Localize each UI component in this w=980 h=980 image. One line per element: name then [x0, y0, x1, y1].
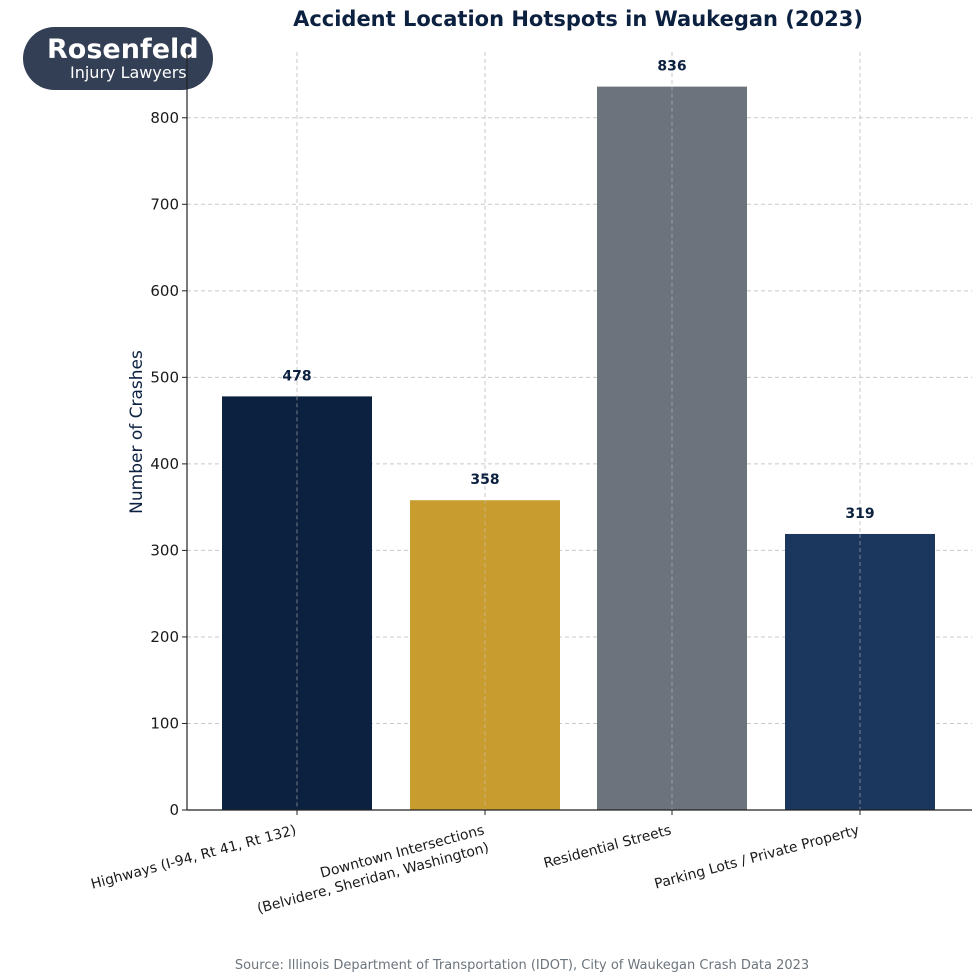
x-category-line: Highways (I-94, Rt 41, Rt 132)	[89, 822, 298, 892]
bar	[785, 533, 935, 810]
y-tick-label: 800	[150, 109, 179, 127]
bars	[222, 86, 935, 810]
y-axis-label: Number of Crashes	[127, 350, 147, 514]
logo-text-sub: Injury Lawyers	[70, 63, 187, 82]
logo-badge: Rosenfeld Injury Lawyers	[23, 27, 213, 90]
x-category-label: Residential Streets	[542, 822, 673, 871]
y-tick-label: 0	[169, 801, 179, 819]
chart-title: Accident Location Hotspots in Waukegan (…	[293, 7, 863, 31]
y-tick-label: 600	[150, 282, 179, 300]
x-category-line: Residential Streets	[542, 822, 673, 871]
y-tick-label: 400	[150, 455, 179, 473]
x-category-line: Parking Lots / Private Property	[653, 822, 861, 892]
value-labels: 478 358 836 319	[282, 59, 874, 522]
value-label: 478	[282, 368, 311, 384]
value-label: 836	[657, 59, 686, 75]
y-ticks: 0 100 200 300 400 500 600 700 800	[150, 109, 861, 819]
y-tick-label: 700	[150, 195, 179, 213]
value-label: 358	[470, 472, 499, 488]
logo-background	[23, 27, 213, 90]
x-categories: Highways (I-94, Rt 41, Rt 132) Downtown I…	[89, 822, 861, 917]
x-category-label: Parking Lots / Private Property	[653, 822, 861, 892]
source-note: Source: Illinois Department of Transport…	[235, 958, 809, 973]
x-category-label: Highways (I-94, Rt 41, Rt 132)	[89, 822, 298, 892]
y-tick-label: 200	[150, 628, 179, 646]
logo-text-main: Rosenfeld	[47, 34, 199, 65]
y-tick-label: 100	[150, 714, 179, 732]
y-tick-label: 500	[150, 368, 179, 386]
y-tick-label: 300	[150, 541, 179, 559]
value-label: 319	[845, 506, 874, 522]
